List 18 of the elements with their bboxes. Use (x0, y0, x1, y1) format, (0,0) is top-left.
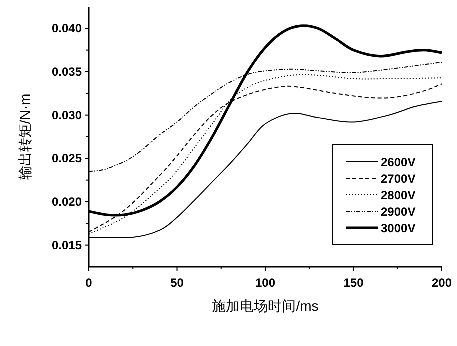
x-tick-label: 0 (86, 276, 93, 290)
legend-label: 2800V (381, 188, 416, 202)
x-tick-label: 150 (344, 276, 364, 290)
y-tick-label: 0.030 (52, 108, 82, 122)
legend-label: 2700V (381, 172, 416, 186)
x-tick-label: 100 (255, 276, 276, 290)
y-tick-label: 0.040 (52, 22, 82, 36)
y-tick-label: 0.020 (52, 195, 82, 209)
legend-label: 2600V (381, 156, 416, 170)
legend-label: 2900V (381, 205, 416, 219)
x-axis-title: 施加电场时间/ms (212, 298, 319, 314)
x-tick-label: 200 (432, 276, 452, 290)
y-tick-label: 0.015 (52, 238, 82, 252)
x-tick-label: 50 (170, 276, 184, 290)
legend-label: 3000V (381, 222, 416, 236)
y-axis-title: 输出转矩/N·m (17, 94, 33, 180)
y-tick-label: 0.025 (52, 152, 82, 166)
y-tick-label: 0.035 (52, 65, 82, 79)
